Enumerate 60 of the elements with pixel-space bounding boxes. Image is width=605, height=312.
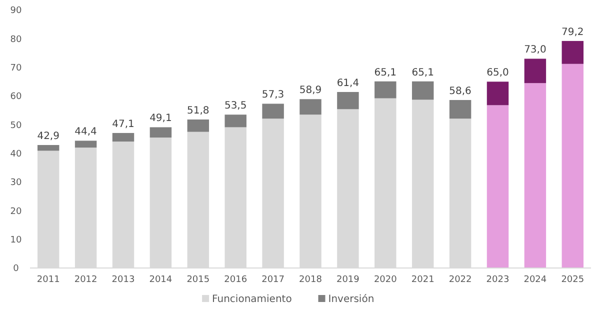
total-label: 44,4	[74, 126, 97, 138]
y-tick-label: 50	[10, 120, 22, 131]
y-tick-label: 80	[10, 34, 22, 45]
bar	[337, 92, 359, 110]
x-tick-label: 2015	[186, 275, 210, 285]
total-label: 65,1	[374, 67, 397, 78]
y-tick-label: 0	[13, 264, 20, 274]
bar	[412, 81, 434, 100]
x-tick-label: 2014	[149, 275, 172, 285]
bar	[112, 132, 134, 142]
total-label: 53,5	[224, 100, 247, 112]
bar	[562, 64, 584, 268]
bar	[524, 83, 546, 268]
bar	[486, 105, 509, 268]
x-tick-label: 2024	[524, 275, 547, 285]
bar	[74, 140, 97, 148]
bar	[524, 58, 546, 84]
total-label: 51,8	[187, 106, 210, 117]
bar	[486, 82, 509, 106]
total-label: 57,3	[262, 90, 284, 101]
total-label: 49,1	[150, 113, 172, 124]
x-tick-label: 2025	[561, 275, 584, 285]
legend-label: Funcionamiento	[212, 294, 292, 305]
x-tick-label: 2011	[36, 275, 60, 285]
x-tick-label: 2023	[486, 275, 510, 285]
total-label: 42,9	[37, 131, 60, 142]
bar	[187, 120, 210, 132]
bar	[224, 114, 246, 128]
bar	[262, 104, 284, 119]
y-tick-label: 40	[10, 149, 22, 160]
x-tick-label: 2019	[336, 275, 360, 285]
x-tick-label: 2012	[74, 275, 98, 285]
x-tick-label: 2018	[299, 275, 322, 285]
y-tick-label: 20	[10, 206, 22, 217]
legend-label: Inversión	[328, 294, 374, 305]
x-tick-label: 2022	[448, 275, 472, 285]
bar	[37, 145, 60, 151]
bar	[374, 81, 396, 98]
y-tick-label: 90	[10, 6, 22, 16]
total-label: 47,1	[112, 118, 134, 130]
x-tick-label: 2017	[262, 275, 285, 285]
total-label: 65,0	[486, 68, 509, 79]
total-label: 65,1	[412, 67, 434, 78]
x-tick-label: 2013	[112, 275, 135, 285]
bar	[449, 100, 472, 119]
total-label: 61,4	[336, 78, 360, 89]
total-label: 58,9	[299, 85, 322, 96]
x-tick-label: 2020	[374, 275, 398, 285]
total-label: 79,2	[562, 26, 584, 38]
x-tick-label: 2021	[411, 275, 434, 285]
total-label: 73,0	[524, 44, 546, 56]
y-tick-label: 70	[10, 63, 22, 74]
y-tick-label: 30	[10, 178, 22, 188]
bar	[562, 40, 584, 64]
y-tick-label: 10	[10, 235, 22, 246]
bar	[150, 127, 172, 138]
x-tick-label: 2016	[224, 275, 248, 285]
total-label: 58,6	[449, 86, 472, 98]
bar	[300, 99, 322, 115]
y-tick-label: 60	[10, 92, 22, 102]
